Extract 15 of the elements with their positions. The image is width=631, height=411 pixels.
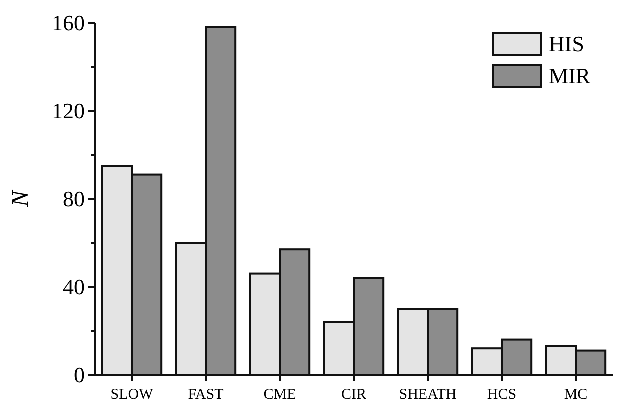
y-tick-label: 40: [63, 274, 85, 300]
y-tick-label: 160: [52, 10, 85, 36]
y-axis-title: N: [8, 189, 34, 208]
legend-label: HIS: [549, 32, 584, 57]
y-tick-label: 120: [52, 98, 85, 124]
x-tick-label: MC: [564, 387, 588, 403]
y-tick-label: 80: [63, 186, 85, 212]
x-tick-label: FAST: [188, 387, 224, 403]
y-tick-label: 0: [74, 362, 85, 388]
x-tick-label: SHEATH: [399, 387, 457, 403]
x-tick-label: CIR: [341, 387, 367, 403]
x-tick-label: HCS: [487, 387, 517, 403]
legend-label: MIR: [549, 64, 591, 89]
x-tick-label: CME: [264, 387, 296, 403]
x-tick-label: SLOW: [110, 387, 154, 403]
